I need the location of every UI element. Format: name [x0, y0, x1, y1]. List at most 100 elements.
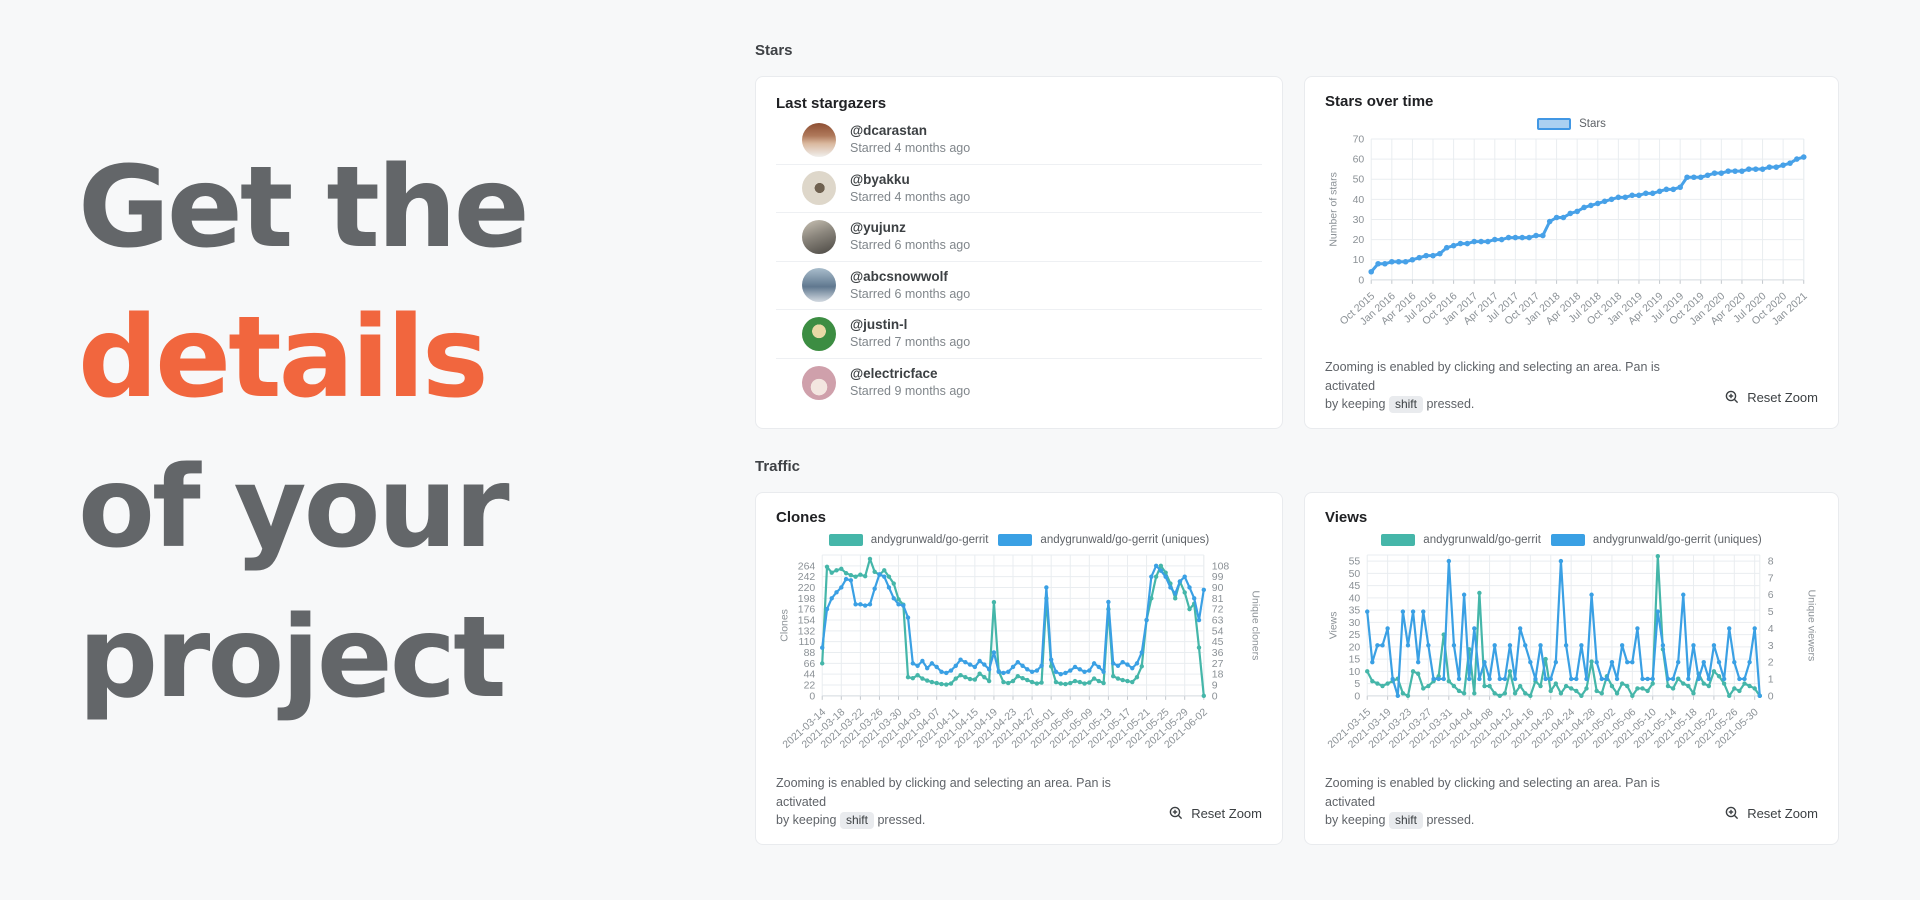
- svg-text:108: 108: [1212, 561, 1230, 572]
- svg-text:20: 20: [1353, 235, 1365, 246]
- svg-text:5: 5: [1768, 607, 1774, 618]
- clones-chart-legend: andygrunwald/go-gerrit andygrunwald/go-g…: [776, 534, 1262, 546]
- svg-text:7: 7: [1768, 573, 1774, 584]
- svg-text:10: 10: [1349, 667, 1361, 678]
- reset-zoom-button[interactable]: Reset Zoom: [1724, 389, 1818, 414]
- svg-text:20: 20: [1349, 642, 1361, 653]
- stars-chart-legend: Stars: [1325, 118, 1818, 130]
- zoom-reset-icon: [1724, 805, 1740, 821]
- stargazer-starred-ago: Starred 6 months ago: [850, 238, 971, 253]
- clones-chart-title: Clones: [776, 509, 827, 526]
- stargazer-starred-ago: Starred 4 months ago: [850, 141, 971, 156]
- stargazer-username: @dcarastan: [850, 123, 927, 139]
- stars-over-time-card: Stars over time Stars 70 60 50 40 30 20 10 0 Oct…: [1304, 76, 1839, 429]
- avatar: [802, 316, 836, 351]
- dashboard: Stars Last stargazers @dcarastan Starred…: [755, 42, 1839, 845]
- last-stargazers-card: Last stargazers @dcarastan Starred 4 mon…: [755, 76, 1283, 429]
- stargazer-row[interactable]: @abcsnowwolf Starred 6 months ago: [776, 262, 1262, 310]
- stargazer-username: @abcsnowwolf: [850, 268, 948, 284]
- zoom-hint: Zooming is enabled by clicking and selec…: [776, 775, 1111, 830]
- views-legend-swatch: [1381, 534, 1416, 546]
- svg-text:88: 88: [804, 648, 816, 659]
- legend-item-clones: andygrunwald/go-gerrit: [828, 534, 989, 546]
- clones-legend-swatch: [828, 534, 863, 546]
- stars-legend-swatch: [1537, 118, 1572, 130]
- svg-text:0: 0: [1768, 691, 1774, 702]
- svg-text:0: 0: [809, 691, 815, 702]
- shift-key-badge: shift: [839, 812, 874, 830]
- stargazer-username: @byakku: [850, 171, 910, 187]
- stars-chart-footer: Zooming is enabled by clicking and selec…: [1325, 358, 1818, 414]
- svg-text:18: 18: [1212, 670, 1224, 681]
- svg-text:45: 45: [1212, 637, 1224, 648]
- svg-text:15: 15: [1349, 655, 1361, 666]
- svg-text:110: 110: [799, 637, 816, 648]
- svg-text:99: 99: [1212, 572, 1224, 583]
- svg-text:5: 5: [1354, 679, 1360, 690]
- legend-item-clones-uniques: andygrunwald/go-gerrit (uniques): [998, 534, 1209, 546]
- svg-text:72: 72: [1212, 605, 1224, 616]
- avatar: [802, 122, 836, 157]
- stargazer-row[interactable]: @yujunz Starred 6 months ago: [776, 213, 1262, 262]
- clones-chart[interactable]: 2642422201981761541321108866442201089990…: [776, 548, 1262, 772]
- stars-row: Last stargazers @dcarastan Starred 4 mon…: [755, 76, 1839, 429]
- reset-zoom-label: Reset Zoom: [1191, 805, 1262, 821]
- svg-text:60: 60: [1353, 155, 1365, 166]
- legend-item-views: andygrunwald/go-gerrit: [1381, 534, 1541, 546]
- stars-legend-label: Stars: [1579, 118, 1606, 130]
- views-uniques-legend-swatch: [1550, 534, 1585, 546]
- svg-text:90: 90: [1212, 583, 1224, 594]
- svg-text:30: 30: [1353, 215, 1365, 226]
- reset-zoom-button[interactable]: Reset Zoom: [1724, 805, 1818, 830]
- svg-text:50: 50: [1349, 569, 1361, 580]
- svg-text:154: 154: [798, 615, 816, 626]
- svg-text:9: 9: [1212, 680, 1218, 691]
- svg-text:8: 8: [1768, 557, 1774, 568]
- svg-text:0: 0: [1358, 275, 1364, 286]
- views-card: Views andygrunwald/go-gerrit andygrunwal…: [1304, 492, 1839, 845]
- hero-line-3: of your: [78, 443, 510, 573]
- hero-line-4: project: [78, 593, 507, 723]
- stargazer-row[interactable]: @dcarastan Starred 4 months ago: [776, 116, 1262, 165]
- hero-line-1: Get the: [78, 143, 530, 273]
- views-legend-label: andygrunwald/go-gerrit: [1423, 534, 1541, 546]
- traffic-section-label: Traffic: [755, 458, 801, 475]
- hero-line-2: details: [78, 293, 489, 423]
- clones-card: Clones andygrunwald/go-gerrit andygrunwa…: [755, 492, 1283, 845]
- svg-text:45: 45: [1349, 581, 1361, 592]
- legend-item-stars: Stars: [1537, 118, 1606, 130]
- stargazer-starred-ago: Starred 4 months ago: [850, 189, 971, 204]
- shift-key-badge: shift: [1388, 812, 1423, 830]
- svg-text:198: 198: [798, 594, 816, 605]
- svg-text:Unique cloners: Unique cloners: [1250, 590, 1261, 660]
- stargazer-row[interactable]: @justin-l Starred 7 months ago: [776, 310, 1262, 359]
- svg-text:0: 0: [1354, 691, 1360, 702]
- svg-text:Unique viewers: Unique viewers: [1806, 590, 1817, 662]
- stargazer-starred-ago: Starred 7 months ago: [850, 335, 971, 350]
- legend-item-views-uniques: andygrunwald/go-gerrit (uniques): [1550, 534, 1762, 546]
- clones-legend-label: andygrunwald/go-gerrit: [870, 534, 989, 546]
- stargazer-username: @yujunz: [850, 220, 906, 236]
- svg-text:0: 0: [1212, 691, 1218, 702]
- svg-text:63: 63: [1212, 615, 1224, 626]
- reset-zoom-button[interactable]: Reset Zoom: [1168, 805, 1262, 830]
- svg-text:Number of stars: Number of stars: [1328, 172, 1339, 246]
- svg-text:27: 27: [1212, 659, 1224, 670]
- reset-zoom-label: Reset Zoom: [1747, 805, 1818, 821]
- views-chart-footer: Zooming is enabled by clicking and selec…: [1325, 774, 1818, 830]
- stargazers-card-title: Last stargazers: [776, 95, 887, 112]
- svg-text:35: 35: [1349, 606, 1361, 617]
- shift-key-badge: shift: [1388, 396, 1423, 414]
- views-chart[interactable]: 55504540353025201510508765432102021-03-1…: [1325, 548, 1818, 772]
- avatar: [802, 268, 836, 303]
- stargazer-row[interactable]: @byakku Starred 4 months ago: [776, 165, 1262, 213]
- svg-text:242: 242: [798, 572, 816, 583]
- svg-text:44: 44: [804, 670, 816, 681]
- svg-text:22: 22: [804, 680, 816, 691]
- stargazer-row[interactable]: @electricface Starred 9 months ago: [776, 359, 1262, 408]
- clones-uniques-legend-swatch: [998, 534, 1033, 546]
- svg-text:1: 1: [1768, 674, 1774, 685]
- svg-text:55: 55: [1349, 557, 1361, 568]
